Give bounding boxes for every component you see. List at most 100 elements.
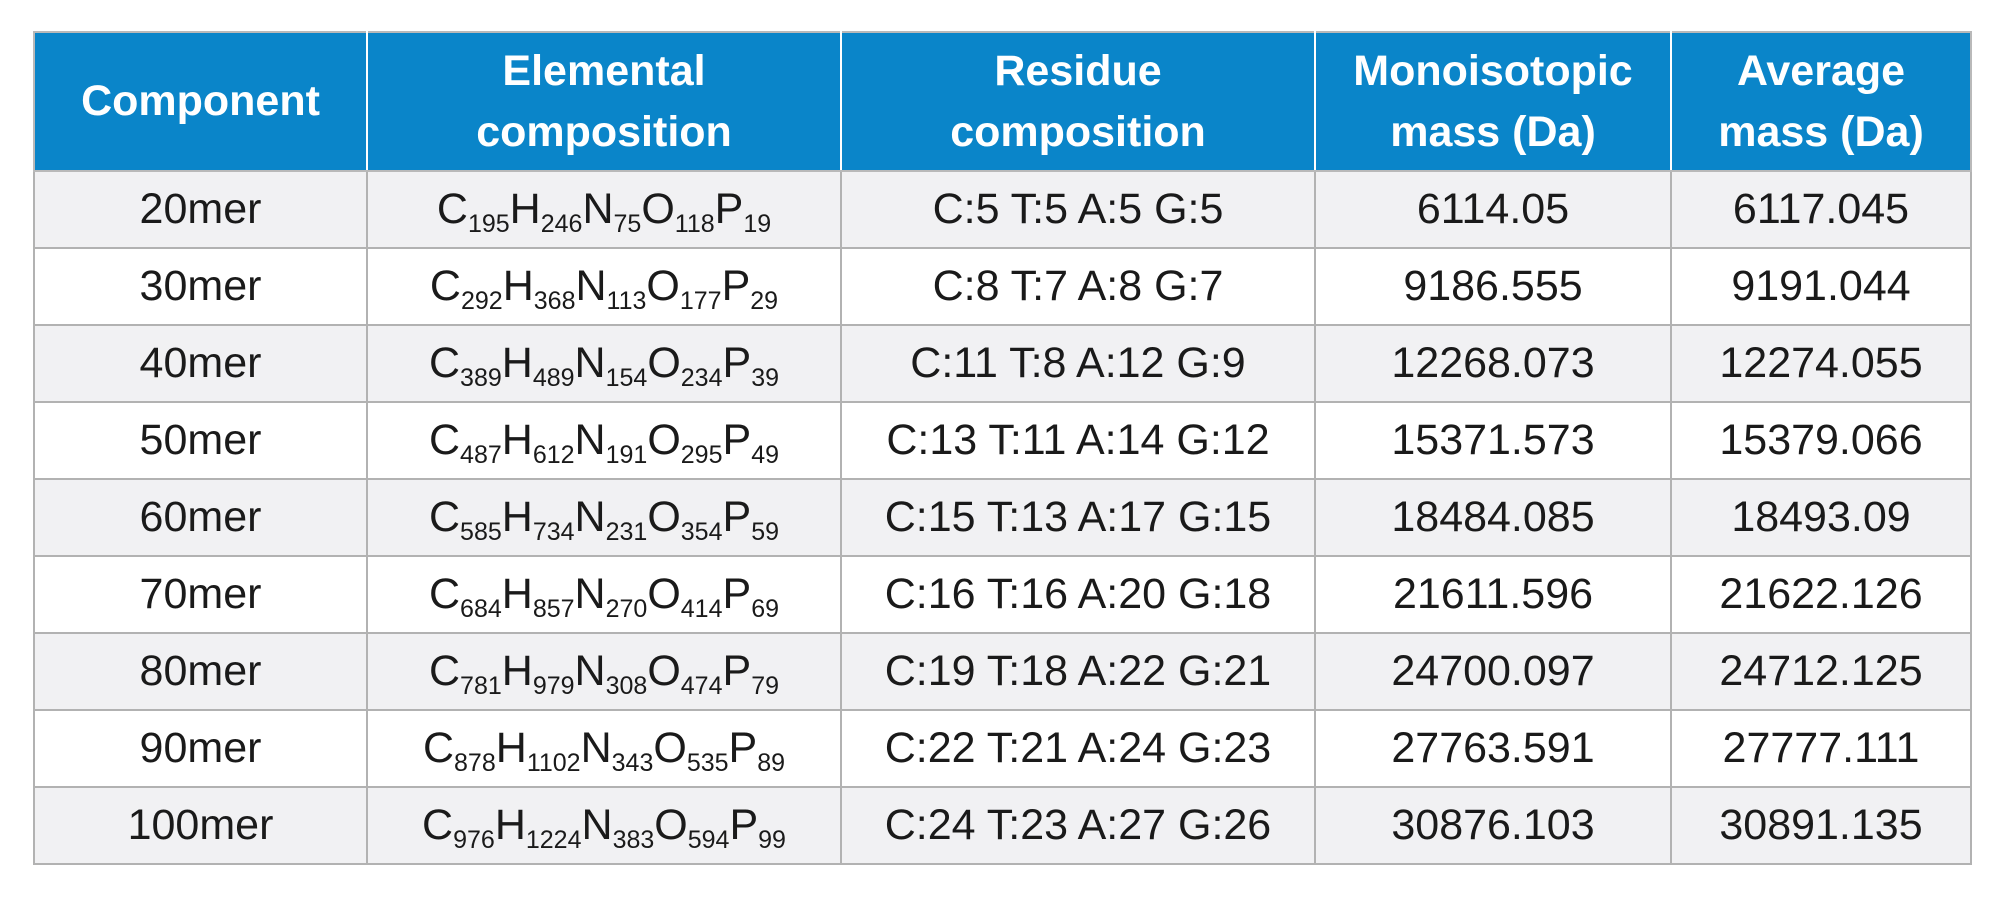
element-symbol: O — [653, 724, 687, 772]
element-symbol: N — [581, 801, 613, 849]
element-count: 270 — [605, 595, 648, 623]
element-count: 684 — [460, 595, 502, 623]
element-count: 343 — [611, 749, 654, 777]
monoisotopic-mass-cell: 27763.591 — [1314, 709, 1672, 788]
elemental-composition-cell: C195H246N75O118P19 — [366, 170, 842, 249]
component-cell: 100mer — [33, 786, 368, 865]
chemical-formula: C292H368N113O177P29 — [429, 262, 778, 314]
element-symbol: C — [436, 185, 468, 233]
element-count: 118 — [674, 210, 715, 238]
component-cell: 50mer — [33, 401, 368, 480]
element-symbol: H — [501, 493, 533, 541]
header-component: Component — [33, 31, 368, 172]
element-count: 1102 — [526, 749, 581, 777]
residue-composition-cell: C:13 T:11 A:14 G:12 — [840, 401, 1316, 480]
average-mass-cell: 27777.111 — [1670, 709, 1972, 788]
element-count: 489 — [532, 364, 575, 392]
chemical-formula: C487H612N191O295P49 — [429, 416, 779, 468]
element-count: 295 — [680, 441, 723, 469]
component-cell: 30mer — [33, 247, 368, 326]
element-count: 594 — [687, 826, 730, 854]
element-count: 383 — [612, 826, 655, 854]
header-line: mass (Da) — [1390, 107, 1596, 156]
residue-composition-cell: C:19 T:18 A:22 G:21 — [840, 632, 1316, 711]
chemical-formula: C976H1224N383O594P99 — [422, 801, 786, 853]
element-symbol: H — [501, 647, 533, 695]
element-symbol: P — [714, 185, 744, 233]
header-monoisotopic-mass: Monoisotopic mass (Da) — [1314, 31, 1672, 172]
element-symbol: N — [574, 570, 606, 618]
element-count: 19 — [743, 210, 772, 238]
element-count: 89 — [757, 749, 786, 777]
header-line: composition — [476, 107, 732, 156]
average-mass-cell: 21622.126 — [1670, 555, 1972, 634]
table-row: 70mer C684H857N270O414P69 C:16 T:16 A:20 G… — [33, 555, 1972, 634]
monoisotopic-mass-cell: 6114.05 — [1314, 170, 1672, 249]
elemental-composition-cell: C684H857N270O414P69 — [366, 555, 842, 634]
table-row: 90mer C878H1102N343O535P89 C:22 T:21 A:24 … — [33, 709, 1972, 788]
element-symbol: N — [580, 724, 612, 772]
element-count: 195 — [467, 210, 510, 238]
element-count: 246 — [540, 210, 583, 238]
average-mass-cell: 30891.135 — [1670, 786, 1972, 865]
chemical-formula: C389H489N154O234P39 — [429, 339, 779, 391]
header-line: composition — [950, 107, 1206, 156]
component-cell: 40mer — [33, 324, 368, 403]
monoisotopic-mass-cell: 9186.555 — [1314, 247, 1672, 326]
element-count: 878 — [454, 749, 496, 777]
element-symbol: H — [501, 570, 533, 618]
element-symbol: N — [575, 262, 607, 310]
elemental-composition-cell: C389H489N154O234P39 — [366, 324, 842, 403]
component-cell: 60mer — [33, 478, 368, 557]
component-cell: 80mer — [33, 632, 368, 711]
chemical-formula: C684H857N270O414P69 — [429, 570, 779, 622]
element-symbol: N — [574, 493, 606, 541]
oligonucleotide-mass-table: Component Elemental composition Residue … — [33, 31, 1972, 865]
table-row: 20mer C195H246N75O118P19 C:5 T:5 A:5 G:5 61… — [33, 170, 1972, 249]
header-average-mass: Average mass (Da) — [1670, 31, 1972, 172]
element-count: 414 — [680, 595, 723, 623]
element-symbol: O — [647, 339, 681, 387]
header-residue-composition: Residue composition — [840, 31, 1316, 172]
element-symbol: P — [722, 493, 752, 541]
monoisotopic-mass-cell: 24700.097 — [1314, 632, 1672, 711]
element-symbol: P — [728, 724, 758, 772]
element-symbol: H — [502, 262, 534, 310]
element-count: 191 — [605, 441, 648, 469]
average-mass-cell: 12274.055 — [1670, 324, 1972, 403]
element-symbol: C — [422, 724, 455, 772]
element-count: 49 — [751, 441, 779, 469]
element-symbol: O — [647, 647, 681, 695]
table-row: 50mer C487H612N191O295P49 C:13 T:11 A:14 G… — [33, 401, 1972, 480]
element-count: 612 — [532, 441, 575, 469]
element-count: 474 — [680, 672, 723, 700]
header-row: Component Elemental composition Residue … — [33, 31, 1972, 172]
element-count: 79 — [751, 672, 779, 700]
component-cell: 20mer — [33, 170, 368, 249]
element-symbol: C — [429, 262, 461, 310]
element-symbol: C — [422, 801, 454, 849]
element-symbol: P — [729, 801, 759, 849]
elemental-composition-cell: C487H612N191O295P49 — [366, 401, 842, 480]
residue-composition-cell: C:8 T:7 A:8 G:7 — [840, 247, 1316, 326]
element-symbol: P — [722, 416, 752, 464]
element-count: 99 — [758, 826, 786, 854]
element-count: 734 — [532, 518, 575, 546]
element-count: 231 — [605, 518, 648, 546]
element-symbol: P — [721, 262, 751, 310]
chemical-formula: C781H979N308O474P79 — [429, 647, 779, 699]
table-header: Component Elemental composition Residue … — [33, 31, 1972, 172]
header-elemental-composition: Elemental composition — [366, 31, 842, 172]
element-symbol: H — [494, 801, 526, 849]
element-count: 39 — [751, 364, 779, 392]
elemental-composition-cell: C976H1224N383O594P99 — [366, 786, 842, 865]
element-count: 389 — [460, 364, 502, 392]
average-mass-cell: 24712.125 — [1670, 632, 1972, 711]
element-symbol: C — [428, 493, 461, 541]
element-count: 857 — [532, 595, 575, 623]
chemical-formula: C195H246N75O118P19 — [436, 185, 771, 237]
elemental-composition-cell: C585H734N231O354P59 — [366, 478, 842, 557]
component-cell: 90mer — [33, 709, 368, 788]
element-count: 585 — [460, 518, 502, 546]
average-mass-cell: 9191.044 — [1670, 247, 1972, 326]
